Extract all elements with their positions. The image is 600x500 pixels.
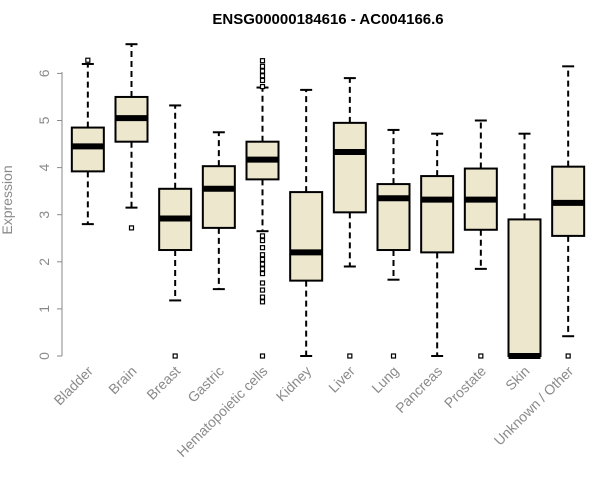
box-group	[420, 132, 455, 357]
box-group	[114, 43, 149, 231]
outlier-point	[259, 270, 266, 277]
boxes	[70, 43, 586, 359]
box-iqr	[376, 183, 411, 252]
x-tick-label: Lung	[368, 363, 401, 396]
outlier-point	[259, 261, 266, 267]
outlier-point	[259, 63, 266, 69]
x-tick-label: Pancreas	[392, 363, 445, 416]
box-group	[551, 65, 586, 359]
box-iqr	[289, 191, 324, 282]
x-tick-label: Liver	[325, 363, 358, 396]
outlier-point	[259, 287, 266, 293]
outlier-point	[565, 353, 571, 359]
outlier-point	[259, 68, 266, 74]
outlier-point	[390, 353, 397, 359]
box-group	[376, 128, 411, 359]
x-tick-label: Skin	[502, 363, 533, 394]
x-tick-label: Prostate	[441, 363, 489, 411]
y-axis-label: Expression	[0, 165, 15, 234]
outlier-point	[259, 294, 266, 300]
outlier-point	[85, 57, 91, 63]
x-tick-label: Gastric	[184, 363, 227, 406]
box-group	[507, 132, 542, 359]
box-iqr	[332, 121, 367, 214]
y-tick-label: 6	[36, 69, 52, 77]
box-iqr	[420, 175, 455, 254]
outlier-point	[128, 225, 135, 231]
x-tick-label: Brain	[105, 363, 139, 397]
chart-title: ENSG00000184616 - AC004166.6	[212, 11, 443, 28]
box-iqr	[70, 126, 105, 173]
x-tick-label: Unknown / Other	[491, 363, 577, 449]
y-ticks: 0 1 2 3 4 5 6	[36, 69, 62, 360]
box-group	[463, 119, 498, 359]
outlier-point	[259, 280, 266, 286]
outlier-point	[259, 58, 266, 64]
y-tick-label: 5	[36, 116, 52, 124]
outlier-point	[259, 233, 266, 239]
box-group	[332, 77, 367, 359]
outlier-point	[259, 245, 266, 251]
outlier-point	[259, 266, 266, 272]
outlier-point	[259, 353, 266, 359]
outlier-point	[259, 299, 266, 305]
y-tick-label: 4	[36, 163, 52, 171]
box-group	[70, 57, 105, 226]
box-iqr	[201, 165, 236, 229]
outlier-point	[259, 77, 266, 84]
outlier-point	[259, 238, 266, 244]
x-tick-label: Kidney	[273, 363, 315, 405]
outlier-point	[259, 83, 266, 90]
box-group	[289, 88, 324, 357]
x-tick-label: Bladder	[51, 363, 97, 409]
outlier-point	[259, 73, 266, 79]
outlier-point	[259, 252, 266, 258]
y-tick-label: 1	[36, 305, 52, 313]
y-tick-label: 3	[36, 211, 52, 219]
outlier-point	[259, 256, 266, 263]
box-iqr	[507, 218, 542, 357]
y-tick-label: 2	[36, 258, 52, 266]
box-group	[158, 104, 193, 359]
outlier-point	[172, 353, 178, 359]
x-tick-label: Breast	[143, 363, 183, 403]
box-group	[245, 58, 280, 359]
outlier-point	[347, 353, 353, 359]
outlier-point	[478, 353, 484, 359]
box-group	[201, 131, 236, 291]
y-tick-label: 0	[36, 352, 52, 360]
